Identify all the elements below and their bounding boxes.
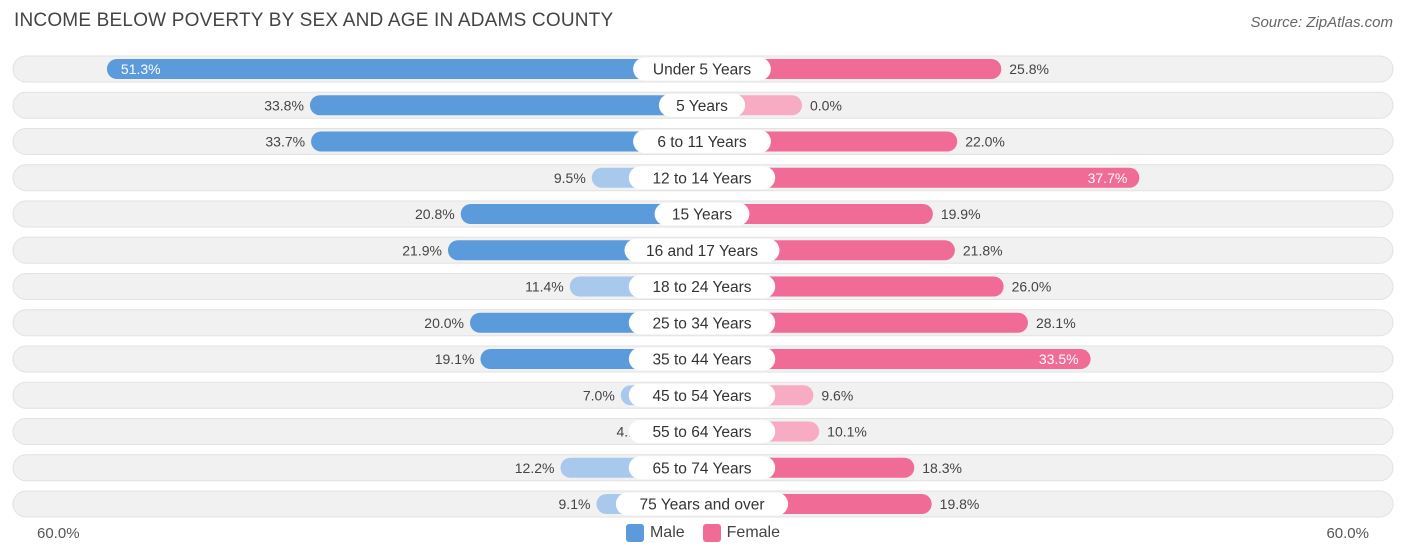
category-label: 12 to 14 Years (652, 170, 751, 187)
female-value-label: 28.1% (1036, 315, 1076, 331)
female-value-label: 26.0% (1012, 279, 1052, 295)
male-bar (311, 131, 702, 152)
legend-male-swatch (625, 524, 644, 542)
female-bar (702, 59, 1002, 79)
male-value-label: 9.1% (559, 496, 591, 512)
category-label: 75 Years and over (640, 497, 765, 514)
male-value-label: 7.0% (583, 387, 615, 403)
category-pill (615, 492, 789, 516)
category-pill (633, 57, 771, 81)
female-value-label: 21.8% (963, 242, 1003, 258)
category-label: 55 to 64 Years (652, 424, 751, 441)
legend-female-label: Female (726, 524, 781, 541)
category-pill (628, 383, 776, 407)
female-value-label: 10.1% (827, 424, 867, 440)
female-value-label: 19.8% (940, 496, 980, 512)
category-label: 15 Years (672, 207, 733, 224)
female-value-label: 18.3% (922, 460, 962, 476)
female-value-label: 37.7% (1088, 170, 1128, 186)
category-label: 65 to 74 Years (652, 460, 751, 477)
female-bar (702, 349, 1091, 369)
male-value-label: 20.8% (415, 206, 455, 222)
female-value-label: 19.9% (941, 206, 981, 222)
category-pill (628, 275, 776, 298)
male-value-label: 33.8% (264, 97, 304, 113)
male-value-label: 33.7% (265, 134, 305, 150)
category-pill (628, 347, 776, 371)
category-label: 6 to 11 Years (657, 134, 747, 151)
female-bar (702, 312, 1028, 333)
category-label: 45 to 54 Years (652, 388, 751, 405)
category-pill (628, 311, 776, 335)
male-bar (106, 59, 703, 79)
legend-male: Male (625, 524, 685, 542)
category-pill (624, 238, 780, 262)
male-value-label: 51.3% (121, 61, 161, 77)
male-value-label: 20.0% (424, 315, 464, 331)
female-value-label: 9.6% (821, 387, 853, 403)
female-bar (702, 204, 933, 224)
male-bar (460, 204, 702, 224)
category-label: 35 to 44 Years (652, 352, 751, 369)
male-value-label: 11.4% (525, 279, 564, 295)
legend-male-label: Male (649, 524, 685, 541)
male-value-label: 19.1% (435, 351, 475, 367)
category-pill (654, 202, 750, 226)
category-pill (628, 420, 776, 443)
female-bar (702, 276, 1004, 297)
category-label: 5 Years (676, 98, 728, 115)
legend-female-swatch (702, 524, 721, 542)
male-value-label: 9.5% (554, 170, 586, 186)
category-pill (628, 166, 776, 190)
category-label: Under 5 Years (653, 62, 751, 79)
legend-female: Female (702, 524, 781, 542)
category-label: 25 to 34 Years (652, 315, 751, 332)
female-value-label: 22.0% (965, 134, 1005, 150)
male-value-label: 12.2% (515, 460, 555, 476)
legend: Male Female (0, 524, 1406, 542)
category-pill (628, 456, 776, 480)
female-value-label: 25.8% (1009, 61, 1049, 77)
male-bar (309, 95, 702, 116)
chart-title: INCOME BELOW POVERTY BY SEX AND AGE IN A… (14, 10, 614, 31)
category-label: 16 and 17 Years (646, 243, 758, 260)
male-value-label: 21.9% (402, 242, 442, 258)
axis-left-label: 60.0% (37, 525, 80, 542)
female-value-label: 0.0% (810, 97, 842, 113)
category-pill (633, 130, 771, 153)
source-label: Source: ZipAtlas.com (1250, 14, 1393, 31)
female-bar (702, 167, 1140, 188)
category-pill (658, 93, 746, 117)
chart: 51.3% 25.8% Under 5 Years 33.8% 0.0% 5 Years 3… (12, 55, 1394, 518)
female-value-label: 33.5% (1039, 351, 1079, 367)
axis-right-label: 60.0% (1326, 525, 1369, 542)
category-label: 18 to 24 Years (652, 279, 751, 296)
